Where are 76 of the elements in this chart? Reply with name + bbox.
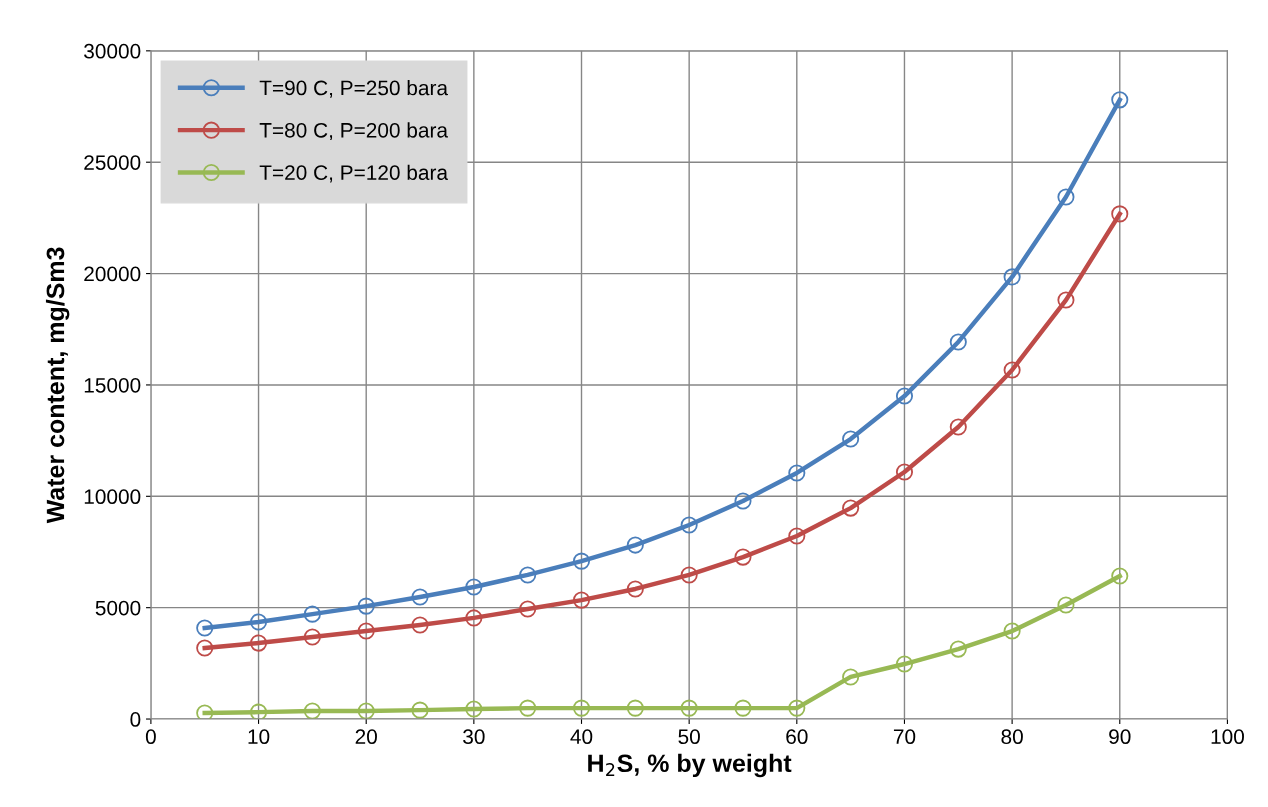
point (1057, 188, 1075, 206)
point (357, 597, 375, 615)
legend-label: T=20 C, P=120 bara (259, 164, 449, 183)
point (626, 699, 644, 717)
point (895, 387, 914, 405)
point (303, 702, 321, 720)
x-tick-label: 40 (570, 729, 593, 745)
y-tick-label: 5000 (95, 600, 141, 616)
point (519, 600, 537, 618)
x-tick-label: 30 (463, 729, 485, 745)
point (411, 701, 429, 719)
y-tick-label: 30000 (84, 43, 141, 59)
point (734, 699, 752, 717)
point (949, 333, 967, 351)
x-axis-title: H$_{2}$S, % by weight (588, 753, 792, 778)
y-axis-title: Water content, mg/Sm3 (45, 247, 70, 524)
point (572, 552, 591, 570)
point (842, 668, 860, 686)
point (842, 430, 860, 448)
y-tick-label: 10000 (84, 489, 141, 505)
x-tick-label: 0 (145, 729, 156, 745)
point (680, 516, 698, 534)
point (1003, 622, 1021, 640)
point (626, 580, 644, 598)
point (519, 699, 537, 717)
point (949, 418, 967, 436)
point (572, 591, 591, 609)
point (465, 700, 483, 718)
y-tick-label: 15000 (84, 377, 141, 393)
point (1111, 567, 1129, 585)
point (250, 613, 268, 631)
point (842, 499, 860, 517)
point (411, 588, 429, 606)
point (411, 616, 429, 634)
point (357, 702, 375, 720)
point (196, 619, 214, 637)
x-tick-label: 10 (248, 729, 270, 745)
y-tick-label: 20000 (84, 266, 141, 282)
y-tick-label: 25000 (84, 155, 141, 170)
legend-label: T=80 C, P=200 bara (259, 122, 449, 141)
point (734, 492, 752, 510)
point (680, 699, 698, 717)
point (1111, 91, 1129, 109)
point (250, 634, 268, 652)
x-tick-label: 80 (1001, 729, 1023, 745)
point (1057, 291, 1075, 309)
x-tick-label: 70 (893, 729, 916, 745)
point (1057, 596, 1075, 614)
legend-label: T=90 C, P=250 bara (259, 80, 449, 98)
point (626, 536, 644, 554)
point (788, 527, 806, 545)
point (1003, 361, 1021, 379)
point (788, 464, 806, 482)
point (196, 639, 214, 657)
x-tick-label: 20 (355, 729, 377, 745)
point (1111, 205, 1129, 223)
point (572, 699, 591, 717)
point (1003, 268, 1021, 286)
point (465, 578, 483, 596)
point (895, 655, 914, 673)
x-tick-label: 60 (786, 729, 808, 745)
point (734, 548, 752, 566)
point (196, 704, 214, 720)
x-tick-label: 100 (1211, 729, 1244, 745)
point (303, 605, 321, 623)
point (949, 640, 967, 658)
point (680, 566, 698, 584)
y-tick-label: 0 (130, 712, 141, 727)
point (788, 699, 806, 717)
x-tick-label: 90 (1109, 729, 1131, 745)
point (465, 609, 483, 627)
point (303, 628, 321, 646)
point (357, 622, 375, 640)
point (895, 463, 914, 481)
x-tick-label: 50 (678, 729, 700, 745)
point (519, 566, 537, 584)
